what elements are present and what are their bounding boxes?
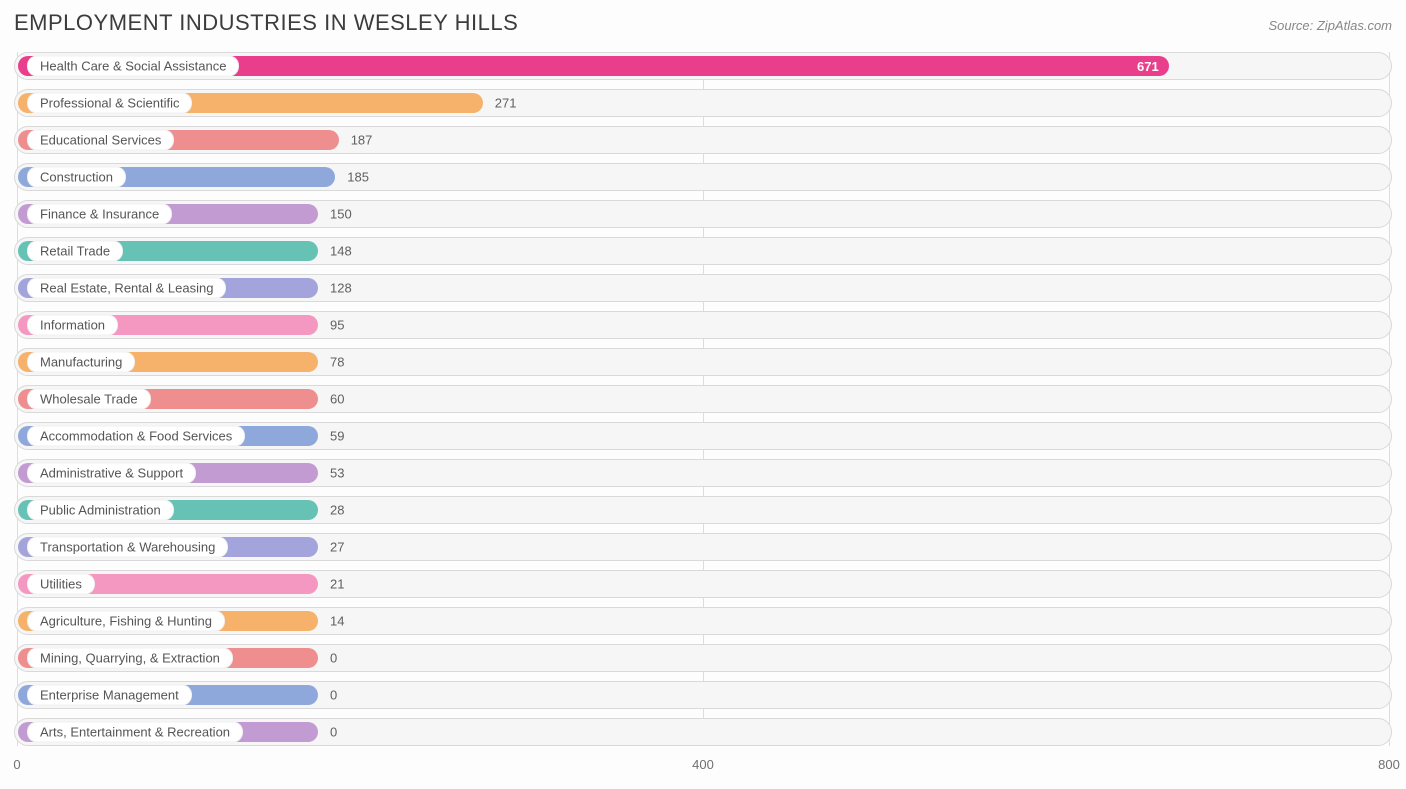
bar-value-label: 187: [351, 133, 373, 148]
bar-track: 0 Arts, Entertainment & Recreation: [14, 718, 1392, 746]
bars-group: 671Health Care & Social Assistance 271 Pro…: [14, 52, 1392, 746]
bar-track: 150 Finance & Insurance: [14, 200, 1392, 228]
bar-value-label: 128: [330, 281, 352, 296]
bar-track: 148 Retail Trade: [14, 237, 1392, 265]
bar-value-label: 185: [347, 170, 369, 185]
bar-category-pill: Accommodation & Food Services: [27, 426, 245, 447]
bar-track: 187 Educational Services: [14, 126, 1392, 154]
bar-category-pill: Health Care & Social Assistance: [27, 56, 239, 77]
chart-header: EMPLOYMENT INDUSTRIES IN WESLEY HILLS So…: [14, 10, 1392, 36]
bar-value-label: 150: [330, 207, 352, 222]
x-axis-tick-label: 400: [692, 757, 714, 772]
bar-category-pill: Transportation & Warehousing: [27, 537, 228, 558]
bar-value-label: 95: [330, 318, 344, 333]
bar-value-label: 0: [330, 688, 337, 703]
bar-category-pill: Professional & Scientific: [27, 93, 192, 114]
horizontal-bar-chart: 671Health Care & Social Assistance 271 Pro…: [14, 52, 1392, 746]
bar-value-label: 78: [330, 355, 344, 370]
x-axis-tick-label: 800: [1378, 757, 1400, 772]
bar-category-pill: Public Administration: [27, 500, 174, 521]
bar-category-pill: Mining, Quarrying, & Extraction: [27, 648, 233, 669]
bar-category-pill: Utilities: [27, 574, 95, 595]
bar-track: 185 Construction: [14, 163, 1392, 191]
bar-category-pill: Administrative & Support: [27, 463, 196, 484]
bar-value-label: 14: [330, 614, 344, 629]
bar-category-pill: Manufacturing: [27, 352, 135, 373]
bar-track: 95 Information: [14, 311, 1392, 339]
bar-track: 0 Enterprise Management: [14, 681, 1392, 709]
bar-category-pill: Arts, Entertainment & Recreation: [27, 722, 243, 743]
bar-category-pill: Enterprise Management: [27, 685, 192, 706]
chart-container: 671Health Care & Social Assistance 271 Pro…: [14, 52, 1392, 779]
bar-track: 0 Mining, Quarrying, & Extraction: [14, 644, 1392, 672]
bar-category-pill: Information: [27, 315, 118, 336]
bar-value-label: 0: [330, 651, 337, 666]
bar-track: 27 Transportation & Warehousing: [14, 533, 1392, 561]
bar-track: 671Health Care & Social Assistance: [14, 52, 1392, 80]
bar-track: 53 Administrative & Support: [14, 459, 1392, 487]
bar-value-label: 60: [330, 392, 344, 407]
bar-value-label: 53: [330, 466, 344, 481]
bar-value-label: 21: [330, 577, 344, 592]
bar-category-pill: Real Estate, Rental & Leasing: [27, 278, 226, 299]
bar-track: 271 Professional & Scientific: [14, 89, 1392, 117]
bar-category-pill: Agriculture, Fishing & Hunting: [27, 611, 225, 632]
chart-source: Source: ZipAtlas.com: [1268, 18, 1392, 33]
x-axis-tick-label: 0: [13, 757, 20, 772]
x-axis: 0400800: [14, 755, 1392, 779]
bar-category-pill: Construction: [27, 167, 126, 188]
bar-value-label: 0: [330, 725, 337, 740]
bar-value-label: 27: [330, 540, 344, 555]
bar-value-label: 28: [330, 503, 344, 518]
chart-title: EMPLOYMENT INDUSTRIES IN WESLEY HILLS: [14, 10, 518, 36]
bar-value-label: 148: [330, 244, 352, 259]
bar-category-pill: Retail Trade: [27, 241, 123, 262]
bar-track: 21 Utilities: [14, 570, 1392, 598]
bar-category-pill: Wholesale Trade: [27, 389, 151, 410]
bar-category-pill: Educational Services: [27, 130, 174, 151]
bar-value-label: 59: [330, 429, 344, 444]
bar-track: 60 Wholesale Trade: [14, 385, 1392, 413]
bar-track: 28 Public Administration: [14, 496, 1392, 524]
bar-track: 59 Accommodation & Food Services: [14, 422, 1392, 450]
bar-track: 14 Agriculture, Fishing & Hunting: [14, 607, 1392, 635]
bar-track: 128 Real Estate, Rental & Leasing: [14, 274, 1392, 302]
bar-category-pill: Finance & Insurance: [27, 204, 172, 225]
bar-track: 78 Manufacturing: [14, 348, 1392, 376]
bar-value-label: 271: [495, 96, 517, 111]
